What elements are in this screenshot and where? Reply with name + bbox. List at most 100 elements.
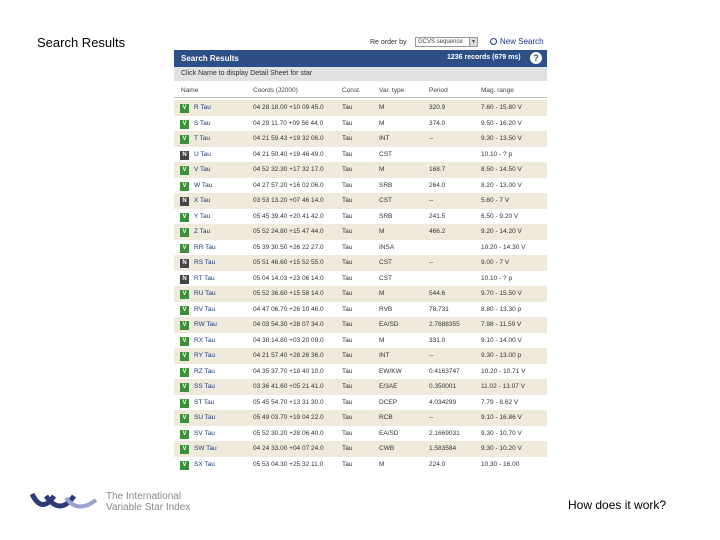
mag-range-cell: 11.02 - 13.07 V bbox=[481, 383, 525, 390]
constellation-cell: Tau bbox=[342, 274, 353, 282]
constellation-cell: Tau bbox=[342, 104, 353, 111]
star-name-link[interactable]: RR Tau bbox=[194, 243, 216, 251]
table-row: N U Tau 04 21 50.40 +19 46 49.0 Tau CST 10.10… bbox=[174, 146, 547, 162]
results-header: Search Results 1236 records (679 ms) ? bbox=[174, 50, 547, 67]
star-name-link[interactable]: SV Tau bbox=[194, 429, 215, 437]
record-count: 1236 records (679 ms) bbox=[447, 54, 521, 61]
var-type-cell: M bbox=[379, 336, 385, 344]
period-cell: 544.6 bbox=[429, 290, 446, 297]
variability-badge: V bbox=[180, 336, 189, 346]
mag-range-cell: 10.30 - 16.00 bbox=[481, 460, 520, 468]
sort-label: Re order by bbox=[370, 39, 407, 46]
star-name-link[interactable]: Z Tau bbox=[194, 228, 211, 235]
coords-cell: 04 47 06.70 +26 10 46.0 bbox=[253, 305, 324, 313]
star-name-link[interactable]: SS Tau bbox=[194, 383, 215, 390]
col-mag-range[interactable]: Mag. range bbox=[481, 87, 514, 94]
mag-range-cell: 10.10 - ? p bbox=[481, 274, 513, 282]
star-name-link[interactable]: RU Tau bbox=[194, 290, 216, 297]
star-name-link[interactable]: ST Tau bbox=[194, 398, 215, 406]
variability-badge: V bbox=[180, 228, 189, 237]
slide-title: Search Results bbox=[37, 35, 126, 50]
var-type-cell: EA/SD bbox=[379, 321, 399, 328]
table-row: V RV Tau 04 47 06.70 +26 10 46.0 Tau RVB 78.7… bbox=[174, 301, 547, 317]
coords-cell: 04 21 59.43 +19 32 06.0 bbox=[253, 135, 324, 142]
var-type-cell: E/3AE bbox=[379, 383, 398, 390]
period-cell: 4.034299 bbox=[429, 398, 457, 406]
sort-select-value: GCVS sequence bbox=[418, 39, 463, 45]
variability-badge: V bbox=[180, 383, 189, 392]
variability-badge: V bbox=[180, 212, 189, 222]
constellation-cell: Tau bbox=[342, 119, 353, 127]
logo-arcs-icon bbox=[29, 492, 98, 509]
sort-select[interactable]: GCVS sequence ▼ bbox=[415, 37, 478, 47]
table-row: V W Tau 04 27 57.20 +16 02 06.0 Tau SRB 264.0… bbox=[174, 177, 547, 193]
mag-range-cell: 8.80 - 13.30 p bbox=[481, 305, 522, 313]
coords-cell: 05 45 39.40 +20 41 42.0 bbox=[253, 212, 324, 220]
table-row: V Y Tau 05 45 39.40 +20 41 42.0 Tau SRB 241.5… bbox=[174, 208, 547, 224]
constellation-cell: Tau bbox=[342, 352, 353, 359]
star-name-link[interactable]: W Tau bbox=[194, 181, 213, 189]
variability-badge: V bbox=[180, 181, 189, 191]
star-name-link[interactable]: RX Tau bbox=[194, 336, 216, 344]
mag-range-cell: 9.00 - 7 V bbox=[481, 259, 510, 266]
table-row: V SX Tau 05 53 04.30 +25 32 11.0 Tau M 224.0 1… bbox=[174, 456, 547, 472]
var-type-cell: CWB bbox=[379, 445, 395, 452]
logo-line-1: The International bbox=[106, 491, 182, 502]
star-name-link[interactable]: Y Tau bbox=[194, 212, 211, 220]
constellation-cell: Tau bbox=[342, 181, 353, 189]
new-search-link[interactable]: New Search bbox=[490, 37, 544, 46]
period-cell: 264.0 bbox=[429, 181, 446, 189]
star-name-link[interactable]: R Tau bbox=[194, 104, 211, 111]
period-cell: 1.583584 bbox=[429, 445, 457, 452]
star-name-link[interactable]: X Tau bbox=[194, 197, 211, 204]
col-period[interactable]: Period bbox=[429, 87, 448, 94]
variability-badge: V bbox=[180, 305, 189, 315]
col-const[interactable]: Const. bbox=[342, 87, 361, 94]
constellation-cell: Tau bbox=[342, 212, 353, 220]
constellation-cell: Tau bbox=[342, 429, 353, 437]
table-row: V S Tau 04 29 11.70 +09 56 44.0 Tau M 374.0 9.… bbox=[174, 115, 547, 131]
constellation-cell: Tau bbox=[342, 290, 353, 297]
table-row: V RR Tau 05 39 30.50 +26 22 27.0 Tau INSA 10.… bbox=[174, 239, 547, 255]
variability-badge: N bbox=[180, 259, 189, 268]
variability-badge: V bbox=[180, 104, 189, 113]
coords-cell: 04 38 14.80 +03 20 09.0 bbox=[253, 336, 324, 344]
star-name-link[interactable]: S Tau bbox=[194, 119, 211, 127]
star-name-link[interactable]: RS Tau bbox=[194, 259, 216, 266]
table-row: V V Tau 04 52 32.30 +17 32 17.0 Tau M 168.7 8.… bbox=[174, 162, 547, 178]
var-type-cell: CST bbox=[379, 274, 392, 282]
results-instruction: Click Name to display Detail Sheet for s… bbox=[174, 67, 547, 81]
var-type-cell: RVB bbox=[379, 305, 393, 313]
mag-range-cell: 9.10 - 14.00 V bbox=[481, 336, 522, 344]
col-coords[interactable]: Coords (J2000) bbox=[253, 87, 298, 94]
col-name[interactable]: Name bbox=[181, 87, 199, 94]
star-name-link[interactable]: RY Tau bbox=[194, 352, 215, 359]
star-name-link[interactable]: U Tau bbox=[194, 150, 211, 158]
col-var-type[interactable]: Var. type bbox=[379, 87, 405, 94]
constellation-cell: Tau bbox=[342, 243, 353, 251]
star-name-link[interactable]: SW Tau bbox=[194, 445, 217, 452]
variability-badge: V bbox=[180, 243, 189, 253]
variability-badge: V bbox=[180, 290, 189, 299]
star-name-link[interactable]: SX Tau bbox=[194, 460, 215, 468]
var-type-cell: SRB bbox=[379, 181, 393, 189]
period-cell: 374.0 bbox=[429, 119, 446, 127]
help-icon[interactable]: ? bbox=[530, 52, 542, 64]
var-type-cell: INT bbox=[379, 352, 390, 359]
star-name-link[interactable]: RZ Tau bbox=[194, 367, 215, 375]
coords-cell: 03 53 13.20 +07 46 14.0 bbox=[253, 197, 324, 204]
star-name-link[interactable]: RT Tau bbox=[194, 274, 215, 282]
variability-badge: V bbox=[180, 352, 189, 361]
table-row: V SS Tau 03 36 41.60 +05 21 41.0 Tau E/3AE 0.… bbox=[174, 379, 547, 395]
mag-range-cell: 9.20 - 14.20 V bbox=[481, 228, 522, 235]
coords-cell: 04 21 57.40 +28 26 36.0 bbox=[253, 352, 324, 359]
period-cell: 0.350001 bbox=[429, 383, 457, 390]
star-name-link[interactable]: SU Tau bbox=[194, 414, 216, 421]
star-name-link[interactable]: RV Tau bbox=[194, 305, 216, 313]
footer-question: How does it work? bbox=[568, 498, 667, 512]
var-type-cell: SRB bbox=[379, 212, 393, 220]
mag-range-cell: 8.50 - 14.50 V bbox=[481, 166, 522, 173]
star-name-link[interactable]: RW Tau bbox=[194, 321, 217, 328]
star-name-link[interactable]: V Tau bbox=[194, 166, 211, 173]
star-name-link[interactable]: T Tau bbox=[194, 135, 211, 142]
